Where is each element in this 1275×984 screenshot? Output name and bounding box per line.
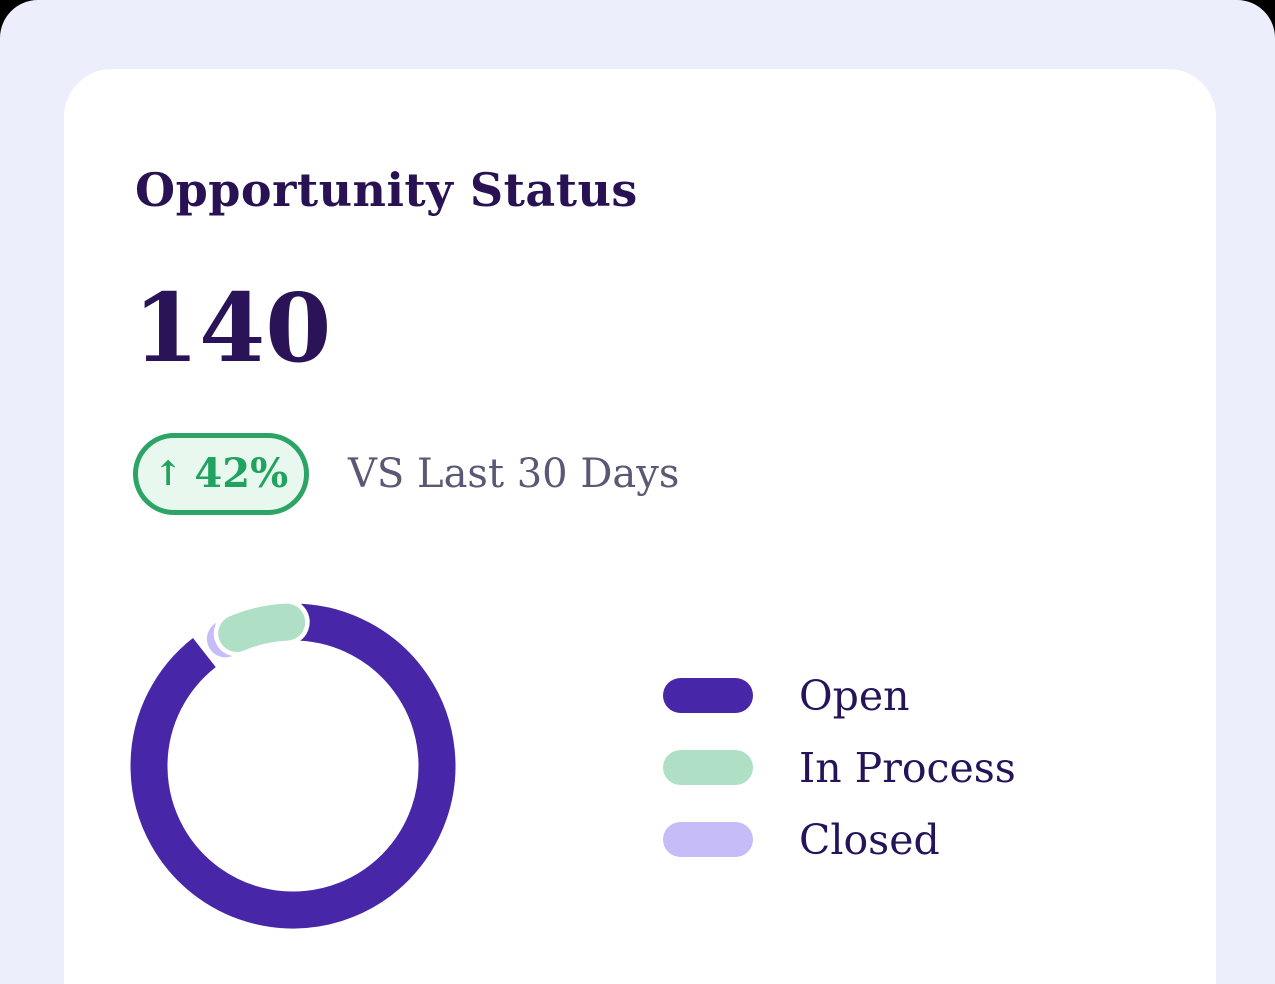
legend-label-open: Open [799, 671, 910, 720]
delta-percent-value: 42% [194, 450, 289, 497]
legend-item-in-process: In Process [663, 744, 1016, 792]
legend-label-closed: Closed [799, 815, 940, 864]
donut-chart [130, 599, 456, 929]
donut-chart-container [123, 596, 463, 936]
opportunity-status-card: Opportunity Status 140 ↑ 42% VS Last 30 … [64, 69, 1216, 984]
inprocess-segment [218, 603, 306, 652]
legend-swatch-in-process [663, 750, 753, 785]
comparison-period-label: VS Last 30 Days [348, 451, 680, 497]
metric-total-value: 140 [133, 273, 332, 384]
delta-badge: ↑ 42% [133, 433, 309, 515]
card-title: Opportunity Status [135, 163, 638, 217]
chart-legend: Open In Process Closed [663, 672, 1016, 864]
open-segment [130, 603, 456, 929]
arrow-up-icon: ↑ [153, 454, 183, 494]
legend-swatch-closed [663, 822, 753, 857]
legend-label-in-process: In Process [799, 743, 1016, 792]
legend-item-open: Open [663, 672, 1016, 720]
legend-swatch-open [663, 678, 753, 713]
legend-item-closed: Closed [663, 816, 1016, 864]
